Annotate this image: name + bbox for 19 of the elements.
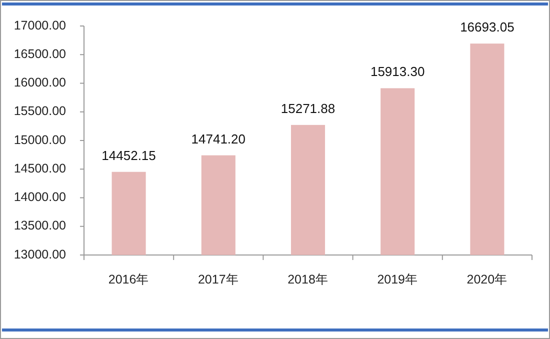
y-tick-label: 14500.00 <box>14 161 66 176</box>
x-tick-label: 2018年 <box>288 272 328 286</box>
y-tick-label: 15000.00 <box>14 132 66 147</box>
x-tick-label: 2016年 <box>108 272 150 286</box>
y-tick-label: 16500.00 <box>14 46 66 61</box>
y-tick-label: 13000.00 <box>14 247 66 262</box>
y-tick-label: 15500.00 <box>14 104 66 118</box>
y-tick-label: 14000.00 <box>14 190 66 204</box>
data-label: 14741.20 <box>191 131 246 146</box>
data-label: 15913.30 <box>370 64 425 80</box>
x-tick-label: 2019年 <box>377 272 418 286</box>
data-label: 14452.15 <box>102 148 156 163</box>
y-tick-label: 17000.00 <box>14 18 66 32</box>
data-label: 15271.88 <box>280 100 336 116</box>
y-tick-label: 13500.00 <box>14 218 66 233</box>
y-tick-label: 16000.00 <box>14 76 66 90</box>
x-tick-label: 2017年 <box>198 272 239 286</box>
x-tick-label: 2020年 <box>466 272 508 286</box>
data-label: 16693.05 <box>460 20 514 35</box>
